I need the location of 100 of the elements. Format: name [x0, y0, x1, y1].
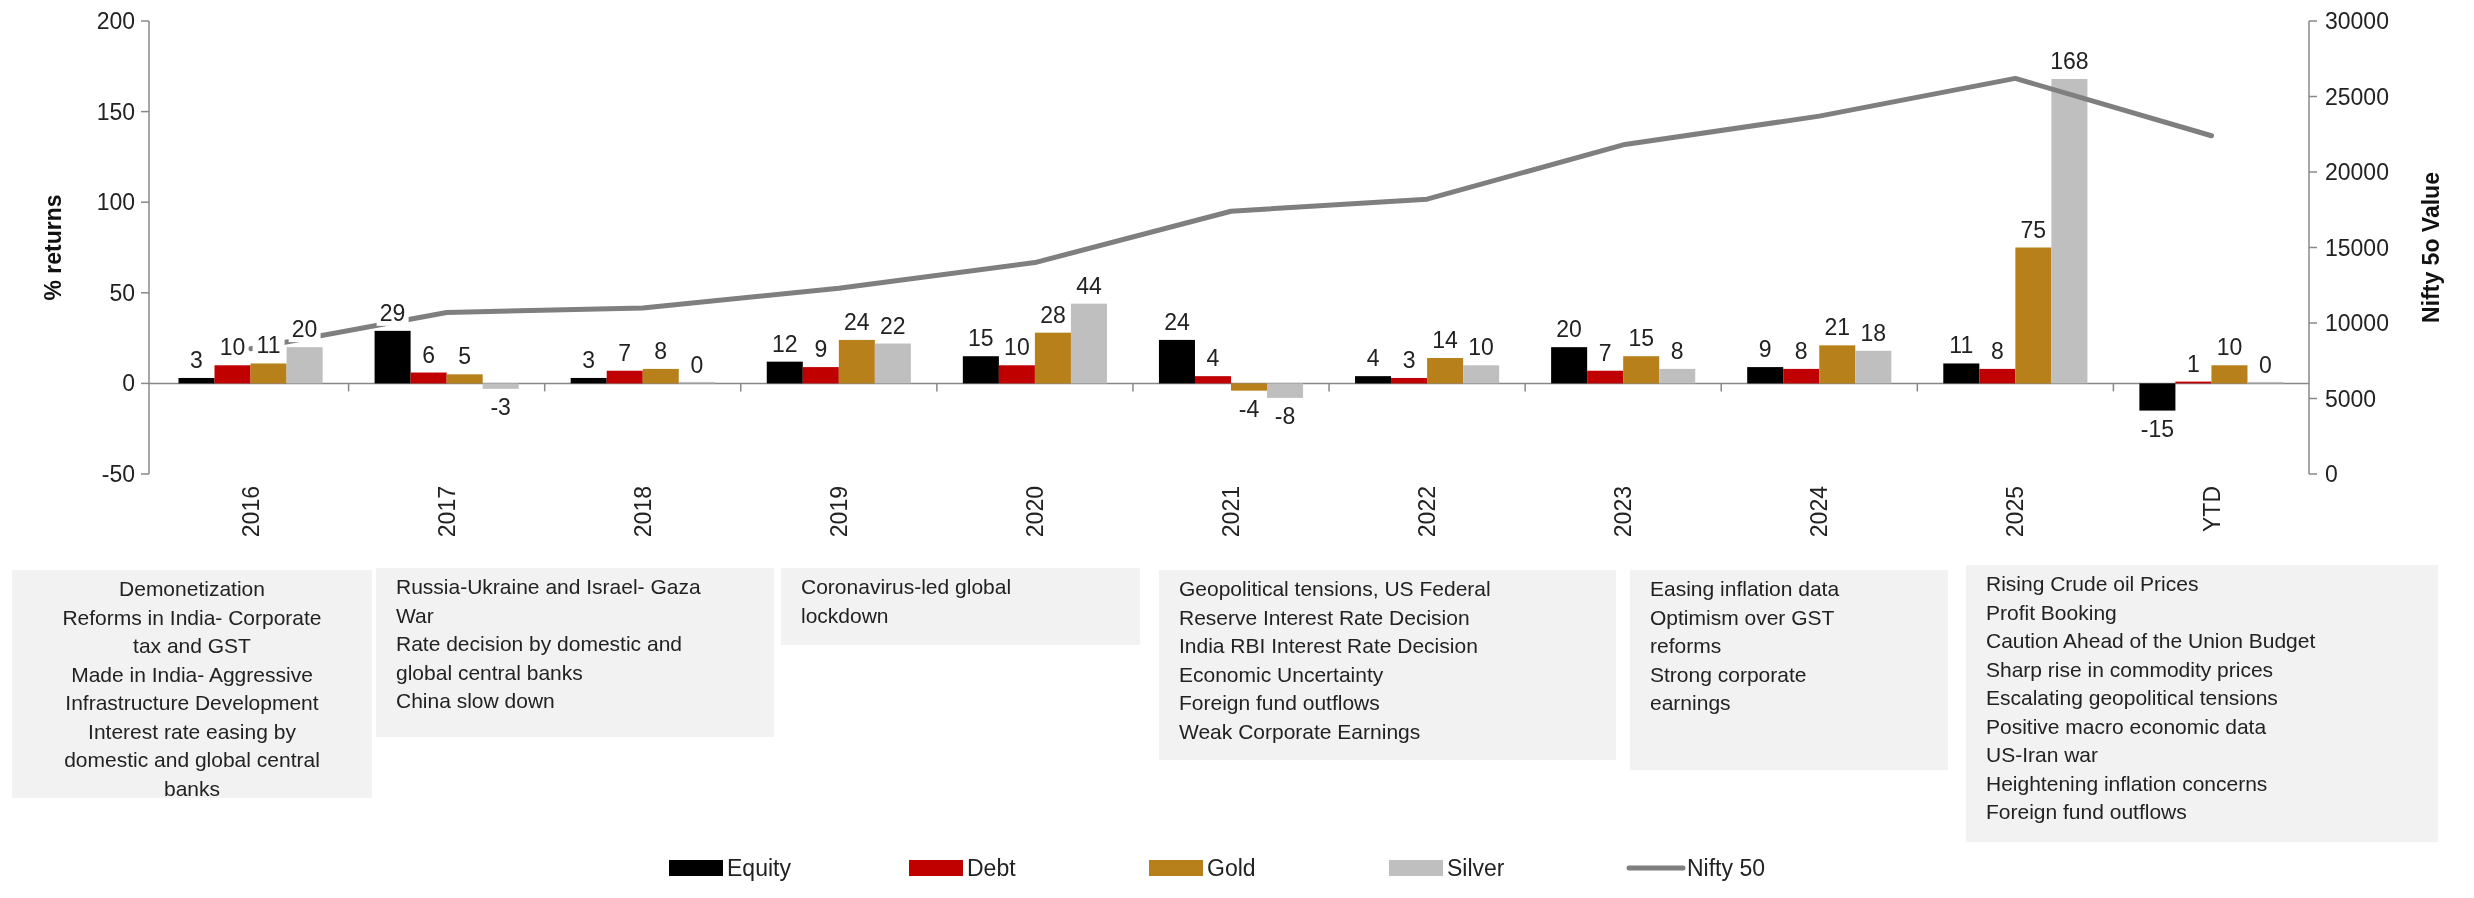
bar	[1034, 332, 1071, 384]
data-label: 12	[771, 330, 798, 357]
bar	[606, 370, 643, 384]
data-label: 21	[1824, 314, 1851, 341]
bar	[1070, 303, 1107, 384]
bar	[1194, 376, 1231, 384]
data-label: 20	[1556, 316, 1582, 343]
data-label: 168	[2050, 47, 2089, 74]
y2-tick-label: 25000	[2325, 83, 2389, 110]
data-label: 10	[219, 334, 246, 361]
y-axis-title: % returns	[40, 194, 66, 301]
bar	[1979, 368, 2016, 384]
legend-label: Nifty 50	[1687, 855, 1765, 882]
data-label: 11	[256, 332, 281, 359]
data-label: 4	[1366, 345, 1380, 372]
data-label: -15	[2140, 415, 2175, 442]
x-tick-label: 2022	[1414, 486, 1441, 538]
data-label: 10	[1004, 334, 1030, 361]
bar	[1819, 345, 1856, 384]
x-tick-label: 2021	[1218, 486, 1245, 538]
legend-label: Gold	[1207, 855, 1256, 882]
y2-tick-label: 5000	[2325, 385, 2377, 412]
bar	[1267, 383, 1304, 398]
data-label: 7	[1598, 339, 1612, 366]
text: Rising Crude oil Prices Profit Booking Caution Ahead of the Union Budget Sharp rise in commodity prices Escalating geopolitical tensions Positive macro economic data US-Iran war Heightening inflation concerns Foreign fund outflows	[1986, 572, 2316, 823]
bar	[374, 330, 411, 384]
y-tick-label: 0	[122, 370, 135, 397]
data-label: 8	[654, 337, 668, 364]
data-label: 8	[1794, 337, 1808, 364]
bar	[286, 347, 323, 384]
text: Easing inflation data Optimism over GST reforms Strong corporate earnings	[1650, 577, 1840, 714]
y-tick-label: 50	[109, 279, 135, 306]
bar	[1427, 358, 1464, 384]
bar	[766, 361, 803, 384]
bar	[2051, 78, 2088, 384]
y2-tick-label: 15000	[2325, 234, 2389, 261]
data-label: 11	[1949, 332, 1974, 359]
legend-label: Equity	[727, 855, 792, 882]
bar	[482, 383, 519, 389]
bar	[1231, 383, 1268, 391]
x-tick-label: 2025	[2002, 486, 2029, 538]
data-label: 14	[1432, 327, 1459, 354]
data-label: 10	[2216, 334, 2243, 361]
bar	[250, 363, 287, 384]
data-label: 3	[1402, 346, 1416, 373]
data-label: 8	[1990, 337, 2004, 364]
y-tick-label: 200	[96, 8, 135, 35]
bar	[802, 367, 839, 384]
bar	[1158, 339, 1195, 384]
bar	[178, 377, 215, 384]
bar	[874, 343, 911, 384]
data-label: 6	[422, 341, 436, 368]
bar	[1551, 347, 1588, 384]
bar	[570, 377, 607, 384]
data-label: -3	[490, 393, 511, 420]
legend-label: Debt	[967, 855, 1017, 882]
data-label: 0	[690, 352, 704, 379]
bar	[1659, 368, 1696, 384]
bar	[1943, 363, 1980, 384]
data-label: 28	[1040, 301, 1066, 328]
data-label: 10	[1468, 334, 1494, 361]
bar	[642, 368, 679, 384]
data-label: 44	[1076, 272, 1102, 299]
x-tick-label: 2017	[433, 486, 460, 538]
bar	[2211, 365, 2248, 384]
x-tick-label: 2016	[237, 486, 264, 538]
y-tick-label: -50	[101, 461, 135, 488]
text: Coronavirus-led global lockdown	[801, 575, 1012, 627]
data-label: 22	[880, 312, 906, 339]
bar	[2015, 247, 2052, 384]
bar	[838, 339, 875, 384]
data-label: 24	[1164, 308, 1190, 335]
bar	[2139, 383, 2176, 411]
x-tick-label: 2023	[1610, 486, 1637, 538]
data-label: 8	[1670, 337, 1684, 364]
bar	[1391, 377, 1428, 384]
bar	[410, 372, 447, 384]
y2-tick-label: 30000	[2325, 8, 2389, 35]
x-tick-label: 2018	[629, 486, 656, 538]
bar	[1355, 376, 1392, 384]
y2-axis-title: Nifty 5o Value	[2418, 172, 2444, 323]
data-label: 7	[618, 339, 632, 366]
bar	[1587, 370, 1624, 384]
bar	[1623, 356, 1660, 384]
x-tick-label: 2020	[1021, 486, 1048, 538]
y-tick-label: 150	[96, 98, 135, 125]
bar	[446, 374, 483, 384]
data-label: 9	[814, 336, 828, 363]
bar	[1747, 367, 1784, 384]
data-label: 15	[968, 325, 994, 352]
bar	[962, 356, 999, 384]
bar	[1783, 368, 1820, 384]
data-label: 9	[1758, 336, 1772, 363]
text: Demonetization Reforms in India- Corporate tax and GST Made in India- Aggressive Infrastructure Development Interest rate easing by domestic and global central banks	[62, 577, 322, 800]
data-label: -4	[1238, 395, 1260, 422]
legend-label: Silver	[1447, 855, 1505, 882]
data-label: 5	[458, 343, 472, 370]
y2-tick-label: 10000	[2325, 310, 2389, 337]
data-label: 0	[2259, 352, 2272, 379]
data-label: 1	[2187, 350, 2200, 377]
